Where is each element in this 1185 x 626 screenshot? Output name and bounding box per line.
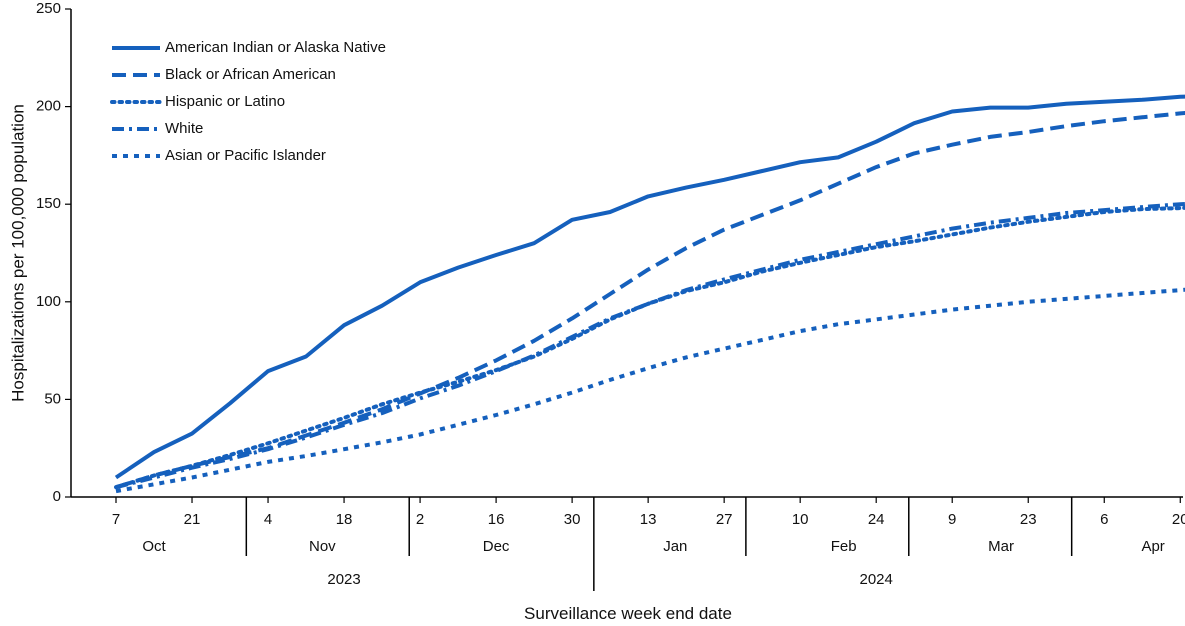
y-tick-label: 50	[44, 390, 61, 407]
legend-label-white: White	[165, 120, 203, 137]
axes	[70, 9, 1183, 498]
x-tick-label: 13	[640, 511, 657, 528]
x-tick-label: 7	[112, 511, 120, 528]
x-axis-title: Surveillance week end date	[524, 604, 732, 623]
series-line-black-or-african-american	[115, 111, 1185, 490]
month-dividers	[245, 497, 1073, 591]
x-tick-label: 9	[948, 511, 956, 528]
x-tick-label: 24	[868, 511, 885, 528]
year-labels: 2023 2024	[327, 571, 893, 588]
y-tick-label: 0	[53, 488, 61, 505]
y-axis-title: Hospitalizations per 100,000 population	[8, 104, 27, 402]
year-label: 2023	[327, 571, 360, 588]
y-tick-label: 100	[36, 293, 61, 310]
legend-label-hispanic-or-latino: Hispanic or Latino	[165, 93, 285, 110]
x-tick-label: 2	[416, 511, 424, 528]
month-label: Mar	[988, 538, 1014, 555]
legend-label-asian-or-pacific-islander: Asian or Pacific Islander	[165, 147, 326, 164]
legend-label-black-or-african-american: Black or African American	[165, 66, 336, 83]
series-line-hispanic-or-latino	[114, 205, 1185, 490]
month-label: Apr	[1141, 538, 1164, 555]
x-tick-label: 6	[1100, 511, 1108, 528]
x-tick-label: 20	[1172, 511, 1185, 528]
month-labels: Oct Nov Dec Jan Feb Mar Apr	[142, 538, 1164, 555]
series-layer	[114, 94, 1185, 494]
x-tick-label: 18	[336, 511, 353, 528]
x-tick-label: 10	[792, 511, 809, 528]
x-tick-label: 30	[564, 511, 581, 528]
x-ticks: 7 21 4 18 2 16 30 13 27 10 24 9 23 6 20	[112, 497, 1185, 528]
x-tick-label: 16	[488, 511, 505, 528]
month-label: Feb	[831, 538, 857, 555]
month-label: Dec	[483, 538, 510, 555]
y-tick-label: 250	[36, 0, 61, 17]
series-line-white	[115, 201, 1185, 490]
y-tick-label: 150	[36, 195, 61, 212]
series-line-asian-or-pacific-islander	[115, 287, 1185, 494]
x-tick-label: 27	[716, 511, 733, 528]
legend-label-american-indian-or-alaska-native: American Indian or Alaska Native	[165, 39, 386, 56]
month-label: Jan	[663, 538, 687, 555]
x-tick-label: 4	[264, 511, 272, 528]
legend: American Indian or Alaska Native Black or…	[110, 39, 386, 164]
x-tick-label: 23	[1020, 511, 1037, 528]
y-ticks: 0 50 100 150 200 250	[36, 0, 71, 505]
series-line-american-indian-or-alaska-native	[114, 94, 1185, 480]
y-tick-label: 200	[36, 98, 61, 115]
month-label: Oct	[142, 538, 166, 555]
x-tick-label: 21	[184, 511, 201, 528]
month-label: Nov	[309, 538, 336, 555]
year-label: 2024	[860, 571, 893, 588]
